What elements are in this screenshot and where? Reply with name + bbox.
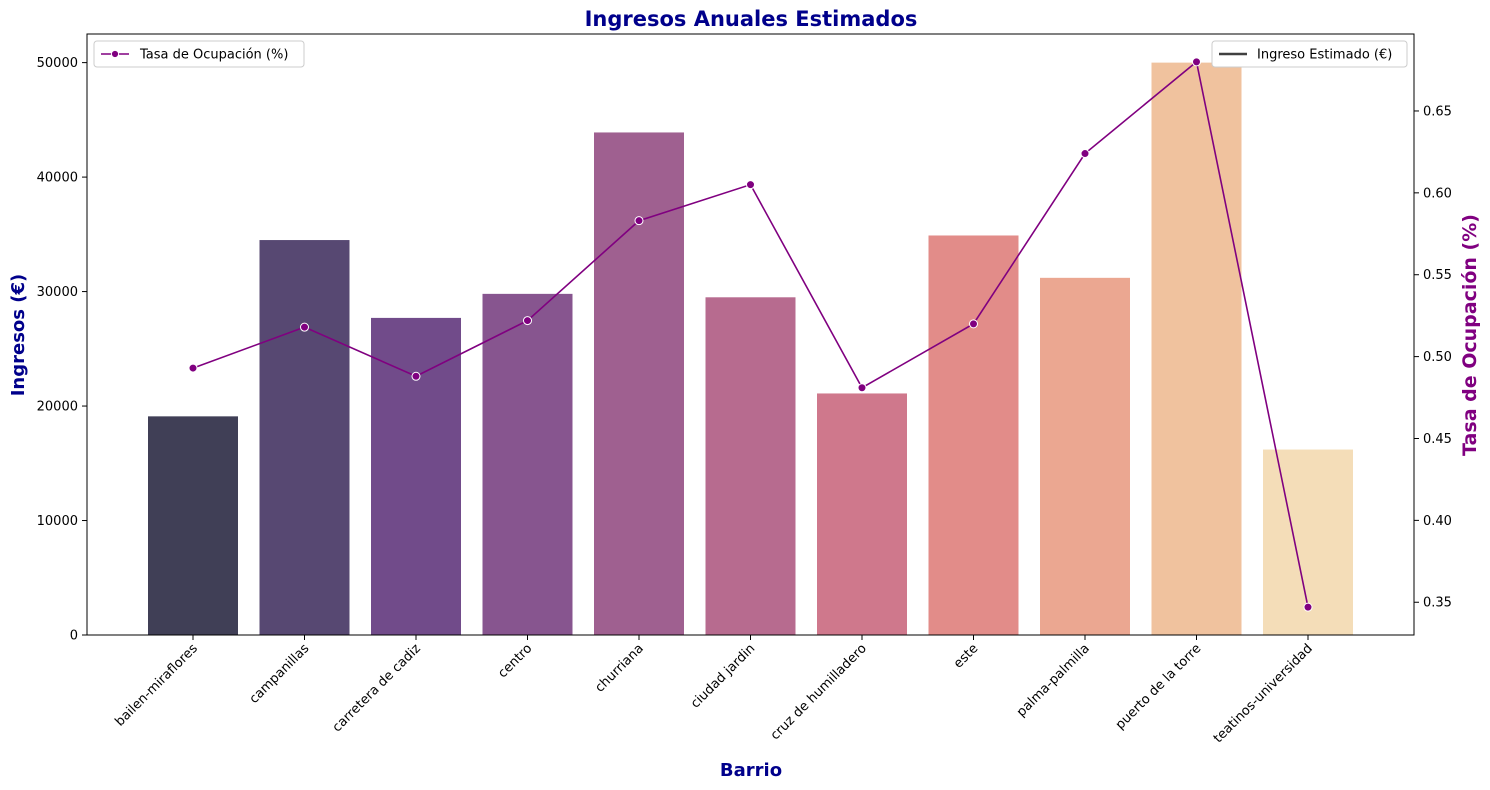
y2-tick-label: 0.40 (1423, 514, 1452, 529)
x-axis-label: Barrio (720, 760, 782, 781)
y2-tick-label: 0.65 (1423, 104, 1452, 119)
legend-marker (110, 49, 120, 59)
occupancy-point-10 (1192, 57, 1201, 67)
x-tick-label: centro (495, 641, 535, 681)
x-tick-label: churriana (592, 641, 646, 695)
occupancy-point-11 (1303, 602, 1313, 612)
y2-axis-label: Tasa de Ocupación (%) (1459, 214, 1481, 456)
bar-4 (482, 293, 573, 635)
occupancy-point-3 (411, 371, 421, 381)
occupancy-point-8 (969, 319, 978, 329)
x-axis: bailen-miraflores campanillas carretera de… (112, 635, 1316, 746)
bar-1 (148, 416, 238, 635)
bar-8 (928, 235, 1019, 635)
bar-3 (371, 317, 461, 635)
x-tick-label: carretera de cadiz (330, 641, 424, 735)
y-axis-right: 0.35 0.40 0.45 0.50 0.55 0.60 0.65 (1414, 104, 1452, 611)
y-tick-label: 20000 (37, 400, 78, 415)
legend-line-label: Tasa de Ocupación (%) (139, 48, 288, 63)
x-tick-label: este (951, 641, 981, 671)
legend-right: Ingreso Estimado (€) (1211, 40, 1408, 68)
bar-5 (594, 132, 684, 635)
y2-tick-label: 0.55 (1423, 268, 1452, 283)
bar-7 (817, 393, 907, 635)
y-axis-label: Ingresos (€) (8, 274, 29, 397)
y2-tick-label: 0.45 (1423, 432, 1452, 447)
y2-tick-label: 0.35 (1423, 596, 1452, 611)
bars (148, 62, 1353, 636)
y2-tick-label: 0.50 (1423, 350, 1452, 365)
x-tick-label: bailen-miraflores (112, 641, 200, 729)
line-series (188, 57, 1313, 612)
occupancy-point-6 (746, 180, 755, 190)
y-axis-left: 0 10000 20000 30000 40000 50000 (37, 56, 87, 644)
bar-9 (1040, 277, 1130, 635)
bar-6 (705, 297, 796, 635)
x-tick-label: cruz de humilladero (768, 641, 870, 743)
x-tick-label: palma-palmilla (1014, 641, 1093, 720)
y-tick-label: 40000 (37, 171, 78, 186)
x-tick-label: campanillas (247, 641, 313, 707)
legend-bar-label: Ingreso Estimado (€) (1257, 48, 1392, 63)
x-tick-label: ciudad jardin (688, 641, 758, 711)
occupancy-point-1 (188, 363, 198, 373)
y-tick-label: 50000 (37, 56, 78, 71)
x-tick-label: puerto de la torre (1113, 641, 1204, 732)
legend-left: Tasa de Ocupación (%) (93, 40, 305, 68)
occupancy-point-7 (857, 383, 867, 393)
y-tick-label: 0 (70, 629, 78, 644)
occupancy-point-4 (523, 316, 532, 326)
occupancy-point-5 (634, 216, 644, 226)
bar-10 (1151, 62, 1242, 636)
chart-title: Ingresos Anuales Estimados (585, 7, 918, 31)
x-tick-label: teatinos-universidad (1211, 641, 1316, 746)
y-tick-label: 30000 (37, 285, 78, 300)
occupancy-point-2 (300, 322, 309, 332)
occupancy-point-9 (1080, 149, 1090, 159)
bar-2 (259, 240, 350, 636)
y-tick-label: 10000 (37, 514, 78, 529)
y2-tick-label: 0.60 (1423, 186, 1452, 201)
